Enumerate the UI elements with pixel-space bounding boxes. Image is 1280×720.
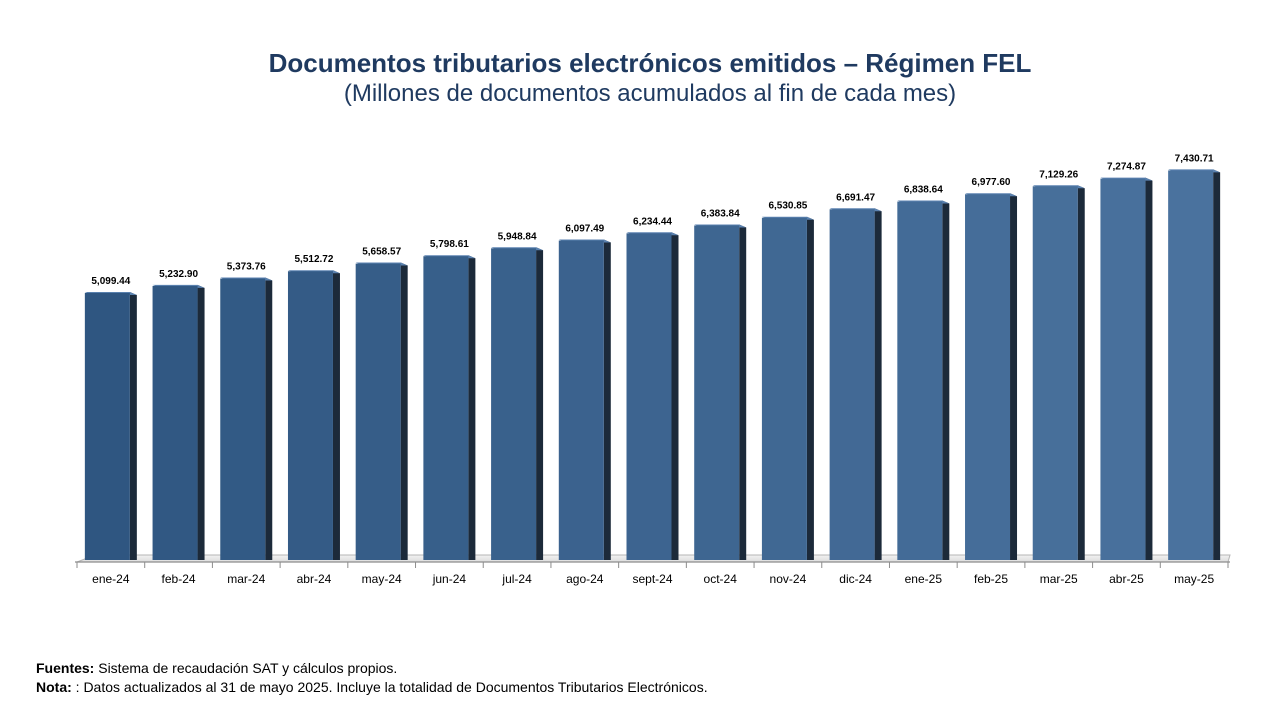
x-tick-label: feb-24 [162, 572, 196, 586]
data-label: 5,232.90 [159, 269, 198, 280]
bar-may-24 [355, 262, 408, 560]
bar-nov-24 [761, 216, 814, 560]
bar-side [874, 208, 882, 560]
bar-jun-24 [423, 255, 476, 560]
bar-side [603, 239, 611, 560]
data-note: Nota: : Datos actualizados al 31 de mayo… [36, 679, 708, 695]
x-tick-label: ene-24 [92, 572, 130, 586]
bar-front [965, 194, 1011, 561]
bar-abr-24 [287, 270, 340, 560]
data-label: 7,430.71 [1175, 153, 1214, 164]
bar-side [739, 224, 747, 560]
bar-feb-25 [965, 193, 1018, 561]
bar-front [84, 292, 130, 560]
bar-front [423, 256, 469, 560]
bar-front [761, 217, 807, 560]
bar-side [1010, 193, 1018, 561]
x-tick-label: abr-24 [297, 572, 332, 586]
bar-ago-24 [558, 239, 611, 560]
x-tick-label: feb-25 [974, 572, 1008, 586]
data-label: 5,373.76 [227, 262, 266, 273]
bar-side [1213, 169, 1221, 561]
bar-front [558, 240, 604, 560]
sources-label: Fuentes: [36, 660, 95, 676]
data-label: 7,129.26 [1039, 169, 1078, 180]
bar-front [1168, 170, 1214, 561]
bar-ene-25 [897, 200, 950, 560]
x-tick-label: oct-24 [704, 572, 738, 586]
bar-mar-25 [1032, 185, 1085, 561]
x-tick-label: mar-25 [1040, 572, 1078, 586]
bar-oct-24 [694, 224, 747, 560]
data-label: 6,530.85 [768, 201, 807, 212]
bar-front [1100, 178, 1146, 561]
bar-side [671, 232, 679, 561]
note-text: : Datos actualizados al 31 de mayo 2025.… [71, 679, 708, 695]
data-label: 6,838.64 [904, 185, 943, 196]
bar-front [897, 201, 943, 560]
bar-dic-24 [829, 208, 882, 560]
bar-side [400, 262, 408, 560]
x-tick-label: jun-24 [432, 572, 467, 586]
x-tick-label: may-24 [362, 572, 402, 586]
bar-side [536, 247, 544, 560]
bar-side [1077, 185, 1085, 561]
bar-front [829, 209, 875, 560]
data-label: 6,691.47 [836, 192, 875, 203]
bar-side [332, 270, 340, 560]
data-label: 5,658.57 [362, 247, 401, 258]
bar-front [694, 225, 740, 560]
bar-abr-25 [1100, 177, 1153, 561]
bar-sept-24 [626, 232, 679, 561]
x-tick-label: mar-24 [227, 572, 265, 586]
x-tick-label: nov-24 [770, 572, 807, 586]
data-label: 6,234.44 [633, 216, 672, 227]
bar-side [265, 277, 273, 560]
x-tick-label: ene-25 [905, 572, 943, 586]
data-label: 5,099.44 [91, 276, 130, 287]
sources-text: Sistema de recaudación SAT y cálculos pr… [94, 660, 398, 676]
sources-note: Fuentes: Sistema de recaudación SAT y cá… [36, 660, 397, 676]
bar-jul-24 [491, 247, 544, 560]
bar-front [626, 233, 672, 561]
bar-mar-24 [220, 277, 273, 560]
bar-front [1032, 186, 1078, 561]
x-tick-label: abr-25 [1109, 572, 1144, 586]
data-label: 5,948.84 [498, 231, 537, 242]
bar-front [491, 248, 537, 560]
bar-may-25 [1168, 169, 1221, 561]
data-label: 6,383.84 [701, 208, 740, 219]
chart-title: Documentos tributarios electrónicos emit… [268, 48, 1032, 78]
x-tick-label: sept-24 [632, 572, 672, 586]
data-label: 5,512.72 [295, 254, 334, 265]
x-tick-label: jul-24 [501, 572, 532, 586]
bar-front [287, 271, 333, 560]
bar-side [468, 255, 476, 560]
bar-front [152, 285, 198, 560]
bar-side [129, 291, 137, 560]
data-label: 5,798.61 [430, 239, 469, 250]
chart-subtitle: (Millones de documentos acumulados al fi… [343, 80, 957, 107]
x-tick-label: dic-24 [839, 572, 872, 586]
x-tick-label: ago-24 [566, 572, 604, 586]
x-tick-label: may-25 [1174, 572, 1214, 586]
bar-front [355, 263, 401, 560]
data-label: 6,097.49 [565, 223, 604, 234]
bar-feb-24 [152, 284, 205, 560]
bar-side [1145, 177, 1153, 561]
bar-ene-24 [84, 291, 137, 560]
data-label: 7,274.87 [1107, 162, 1146, 173]
note-label: Nota: [36, 679, 72, 695]
bar-side [806, 216, 814, 560]
bar-side [197, 284, 205, 560]
bar-front [220, 278, 266, 560]
data-label: 6,977.60 [972, 177, 1011, 188]
bar-side [942, 200, 950, 560]
